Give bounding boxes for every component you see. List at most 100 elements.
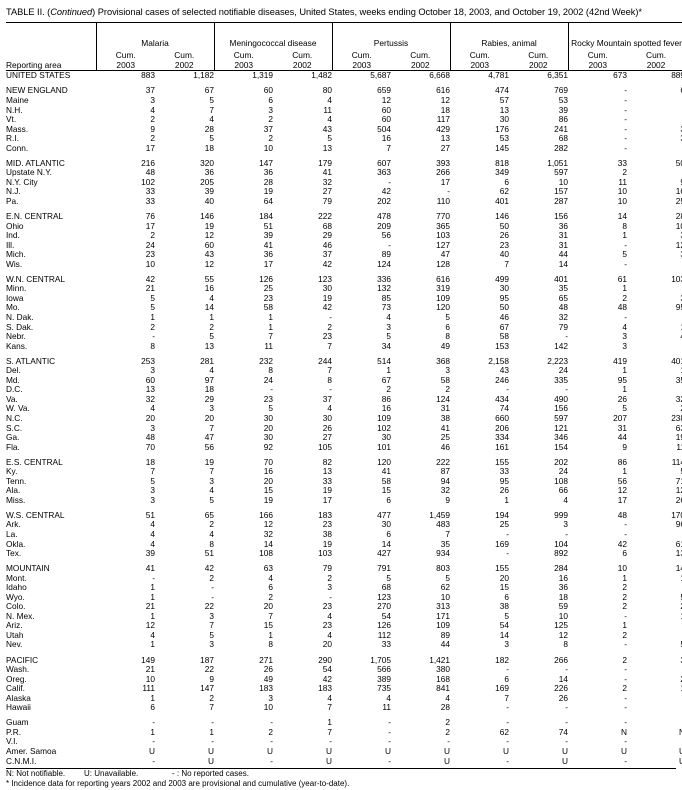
row-reporting-area: Nev. xyxy=(6,639,23,650)
row-value: - xyxy=(624,311,628,322)
row-value: 35 xyxy=(440,538,451,549)
row-value: 79 xyxy=(558,321,569,332)
row-value: 3 xyxy=(504,639,510,650)
row-value: U xyxy=(503,745,510,756)
row-value: N xyxy=(621,726,628,737)
table-row: Calif. 111 147 183 183 735 841 169 226 21 xyxy=(6,684,682,694)
row-value: 62 xyxy=(440,582,451,593)
title-suffix: ) Provisional cases of selected notifiab… xyxy=(92,7,642,17)
row-value: 3 xyxy=(386,321,391,332)
row-value: 123 xyxy=(318,273,332,284)
row-value: - xyxy=(624,142,628,153)
row-value: U xyxy=(444,755,451,766)
row-value: 3 xyxy=(627,124,682,135)
table-row: Ark. 4 2 12 23 30 483 25 3 - 96 xyxy=(6,520,682,530)
row-reporting-area: N. Dak. xyxy=(6,311,34,322)
row-value: 169 xyxy=(495,683,510,694)
row-value: 64 xyxy=(263,195,273,206)
cum-label: Cum. xyxy=(646,50,667,60)
row-reporting-area: Maine xyxy=(6,95,29,105)
row-reporting-area: Oreg. xyxy=(6,673,27,684)
row-value: 3 xyxy=(268,692,273,703)
row-value: U xyxy=(208,755,214,766)
row-value: 10 xyxy=(263,702,273,713)
row-value: 6 xyxy=(386,494,391,505)
table-row: Guam---1-2---- xyxy=(6,718,682,728)
row-value: 35 xyxy=(558,283,569,294)
row-value: 40 xyxy=(499,249,510,260)
legend-unavailable: U: Unavailable. xyxy=(84,768,139,778)
row-value: 53 xyxy=(558,95,569,105)
row-value: 12 xyxy=(204,258,214,269)
row-value: - xyxy=(624,664,628,675)
row-value: 36 xyxy=(558,220,569,231)
row-value: 9 xyxy=(627,177,682,188)
row-value: 37 xyxy=(322,393,332,404)
cum-label: Cum. xyxy=(528,50,549,60)
row-value: 67 xyxy=(381,374,391,385)
row-value: 109 xyxy=(436,620,451,631)
row-value: 31 xyxy=(440,403,451,414)
row-value: 5 xyxy=(209,133,214,144)
row-value: 12 xyxy=(204,230,214,241)
row-value: 41 xyxy=(381,466,391,477)
row-value: 156 xyxy=(554,211,569,222)
row-reporting-area: E.N. CENTRAL xyxy=(6,211,64,222)
row-value: 146 xyxy=(495,211,510,222)
row-value: 33 xyxy=(322,475,332,486)
row-value: 206 xyxy=(495,422,510,433)
row-value: 241 xyxy=(554,123,569,134)
row-value: 1 xyxy=(150,692,155,703)
row-value: 8 xyxy=(268,639,273,650)
row-value: 427 xyxy=(377,548,391,559)
row-value: - xyxy=(627,115,682,125)
row-value: 349 xyxy=(495,167,510,178)
row-value: 2 xyxy=(622,629,628,640)
row-value: 48 xyxy=(617,509,628,520)
row-value: - xyxy=(211,591,214,602)
row-value: - xyxy=(624,717,628,728)
row-value: - xyxy=(627,313,682,323)
header-malaria-2003: Cum. 2003 xyxy=(95,48,155,71)
row-value: 39 xyxy=(558,104,569,115)
row-value: 14 xyxy=(263,538,273,549)
row-value: 5 xyxy=(622,403,628,414)
table-row: PACIFIC 149 187 271 290 1,705 1,421 182 266 23 xyxy=(6,655,682,666)
row-value: 34 xyxy=(381,340,391,351)
row-value: 183 xyxy=(318,509,332,520)
row-value: 2 xyxy=(622,167,628,178)
row-value: 30 xyxy=(322,283,332,294)
row-value: 2 xyxy=(268,114,273,125)
row-value: 222 xyxy=(436,456,451,467)
row-reporting-area: Okla. xyxy=(6,538,26,549)
row-value: 1,051 xyxy=(547,157,569,168)
row-value: 2 xyxy=(150,321,155,332)
row-value: 117 xyxy=(436,114,451,125)
row-value: 3 xyxy=(209,639,214,650)
row-value: 597 xyxy=(554,412,569,423)
row-value: 883 xyxy=(141,70,155,81)
row-reporting-area: Colo. xyxy=(6,601,26,612)
row-value: 892 xyxy=(554,548,569,559)
row-value: 58 xyxy=(381,475,391,486)
row-value: 19 xyxy=(322,538,332,549)
row-value: 490 xyxy=(554,393,569,404)
row-reporting-area: Wis. xyxy=(6,258,23,269)
header-reporting-area: Reporting area xyxy=(6,60,62,71)
row-value: 6 xyxy=(150,702,155,713)
row-value: 112 xyxy=(377,629,391,640)
row-value: 244 xyxy=(318,355,332,366)
row-value: 2 xyxy=(150,230,155,241)
row-value: 126 xyxy=(259,273,273,284)
row-value: - xyxy=(624,85,628,96)
table-row: Amer. SamoaUUUUUUUUUU xyxy=(6,745,682,757)
row-value: - xyxy=(329,736,332,747)
row-value: - xyxy=(624,95,628,105)
row-value: 2 xyxy=(150,133,155,144)
row-value: 319 xyxy=(436,283,451,294)
table-row: S. ATLANTIC 253 281 232 244 514 368 2,158 2,223 4… xyxy=(6,355,682,367)
row-value: 4 xyxy=(327,692,332,703)
